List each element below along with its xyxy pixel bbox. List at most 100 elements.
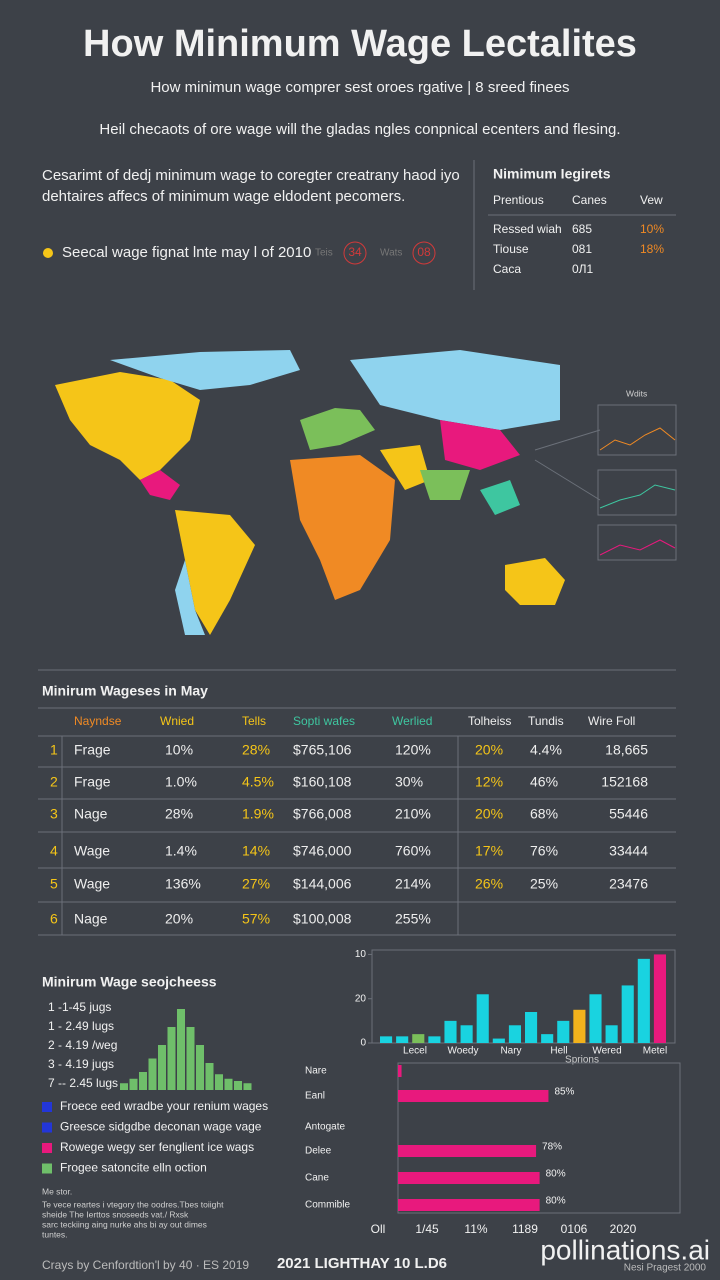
side-header: Prentious <box>493 193 544 207</box>
table-cell: 55446 <box>609 806 648 822</box>
table-cell: 25% <box>530 876 558 892</box>
bar <box>158 1045 166 1090</box>
table-cell: 5 <box>50 876 58 892</box>
table-cell: 4 <box>50 843 58 859</box>
side-cell: 18% <box>640 242 664 256</box>
chart-frame <box>371 949 676 1044</box>
legend-label: Greesce sidgdbe deconan wage vage <box>60 1120 262 1134</box>
subtitle: How minimun wage comprer sest oroes rgat… <box>150 79 569 96</box>
x-tick-label: Lecel <box>403 1046 427 1057</box>
bar <box>215 1074 223 1090</box>
bar <box>637 958 650 1043</box>
bar <box>398 1145 537 1157</box>
bar <box>541 1034 554 1043</box>
table-cell: 68% <box>530 806 558 822</box>
badge-value: 34 <box>348 245 362 259</box>
table-cell: 4.4% <box>530 742 562 758</box>
x-axis-label: Sprions <box>565 1055 599 1066</box>
legend-text: Seecal wage fignat lnte may l of 2010 <box>62 244 311 261</box>
bar <box>398 1090 549 1102</box>
table-cell: 120% <box>395 742 431 758</box>
table-header: Nayndse <box>74 714 122 728</box>
bar <box>476 994 489 1043</box>
legend-dot <box>43 248 53 258</box>
footer-center: 2021 LIGHTHAY 10 L.D6 <box>277 1255 447 1272</box>
table-cell: 57% <box>242 911 270 927</box>
bar <box>167 1027 176 1090</box>
mini-line <box>599 427 676 451</box>
side-header: Canes <box>572 193 607 207</box>
histogram-label: 7 -- 2.45 lugs <box>48 1076 118 1090</box>
world-map <box>55 350 565 635</box>
brand: pollinations.ai <box>540 1234 710 1265</box>
value-label: 80% <box>546 1196 566 1207</box>
bar <box>186 1027 195 1090</box>
table-cell: $100,008 <box>293 911 352 927</box>
connector <box>534 429 601 451</box>
badge-value: 08 <box>417 245 431 259</box>
footer-right: Nesi Pragest 2000 <box>624 1263 707 1274</box>
category-label: Eanl <box>305 1091 325 1102</box>
bar <box>444 1020 457 1043</box>
note-line: sarc teckiing aing nurke ahs bi ay out d… <box>42 1219 207 1229</box>
table-cell: 10% <box>165 742 193 758</box>
side-cell: 0Л1 <box>572 262 594 276</box>
bar <box>492 1038 505 1043</box>
category-label: Delee <box>305 1146 332 1157</box>
x-label: 11% <box>464 1222 487 1236</box>
table-cell: 760% <box>395 843 431 859</box>
side-cell: Tiouse <box>493 242 529 256</box>
x-tick-label: Nary <box>500 1046 521 1057</box>
bar <box>396 1036 409 1043</box>
table-cell: $766,008 <box>293 806 352 822</box>
legend-swatch <box>42 1122 52 1133</box>
badge-label: Wats <box>380 248 402 259</box>
table-cell: 1 <box>50 742 58 758</box>
mini-chart <box>597 524 677 561</box>
badge <box>343 241 367 265</box>
note-line: sheide The Ierttos snoseeds vat./ Rxsk <box>42 1209 189 1219</box>
table-cell: Wage <box>74 876 110 892</box>
table-cell: $765,106 <box>293 742 352 758</box>
bar <box>398 1199 540 1211</box>
x-tick-label: Wered <box>592 1046 621 1057</box>
bar <box>196 1045 204 1090</box>
connector <box>534 459 601 501</box>
bar <box>243 1083 252 1090</box>
table-header: Wire Foll <box>588 714 635 728</box>
table-cell: Frage <box>74 742 111 758</box>
bar <box>428 1036 441 1043</box>
bar <box>177 1009 185 1090</box>
table-cell: 76% <box>530 843 558 859</box>
mini-chart <box>597 469 677 516</box>
x-tick-label: Hell <box>550 1046 567 1057</box>
side-header: Vew <box>640 193 663 207</box>
intro-line: dehtaires affecs of minimum wage eldoden… <box>42 188 405 205</box>
legend-swatch <box>42 1143 52 1153</box>
table-title: Minirum Wageses in May <box>42 683 208 699</box>
side-cell: Ressed wiah <box>493 222 562 236</box>
table-cell: 1.4% <box>165 843 197 859</box>
table-cell: 136% <box>165 876 201 892</box>
chart-frame <box>397 1062 681 1214</box>
table-cell: $160,108 <box>293 774 352 790</box>
badge <box>412 241 436 265</box>
value-label: 85% <box>554 1087 574 1098</box>
table-header: Tolheiss <box>468 714 511 728</box>
x-label: 2020 <box>610 1222 637 1236</box>
side-cell: 10% <box>640 222 664 236</box>
mini-line <box>599 484 676 509</box>
bar <box>653 954 666 1043</box>
x-label: 1189 <box>512 1222 538 1236</box>
legend-label: Froece eed wradbe your renium wages <box>60 1099 268 1113</box>
table-cell: 20% <box>475 742 503 758</box>
legend-swatch <box>42 1163 52 1174</box>
badge-label: Teis <box>315 248 333 259</box>
mini-chart <box>597 404 677 456</box>
table-cell: 33444 <box>609 843 648 859</box>
table-cell: 6 <box>50 911 58 927</box>
table-cell: 17% <box>475 843 503 859</box>
x-tick-label: Metel <box>643 1046 667 1057</box>
